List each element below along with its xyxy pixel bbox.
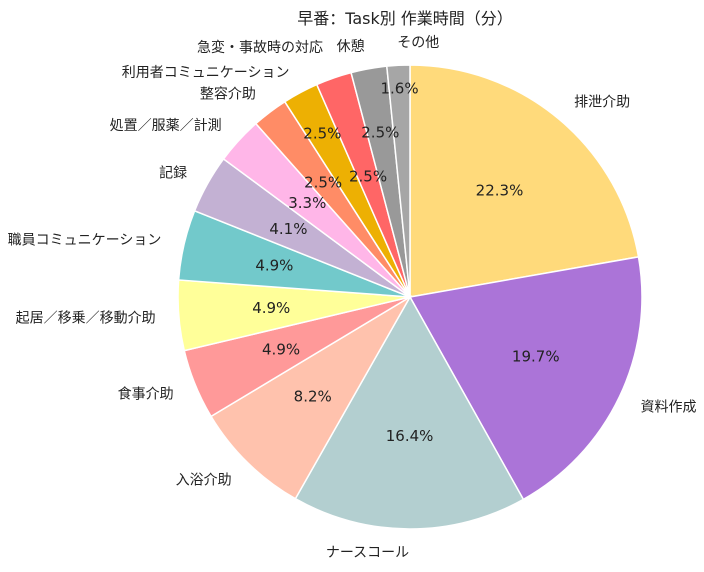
chart-title: 早番：Task別 作業時間（分） [297,9,513,28]
slice-percent-label: 19.7% [512,348,560,366]
slice-percent-label: 2.5% [304,173,342,191]
slice-label: 排泄介助 [574,95,630,111]
slice-percent-label: 4.9% [262,341,300,359]
slice-percent-label: 1.6% [380,79,418,97]
slice-percent-label: 2.5% [361,124,399,142]
slice-percent-label: 8.2% [294,388,332,406]
slice-label: 処置／服薬／計測 [110,118,222,134]
slice-label: ナースコール [326,545,409,561]
slice-label: 整容介助 [200,86,256,103]
slice-percent-label: 2.5% [349,167,387,185]
slice-percent-label: 2.5% [303,124,341,142]
slice-label: その他 [397,35,439,51]
slice-label: 食事介助 [118,385,174,402]
slice-percent-label: 3.3% [288,194,326,212]
slice-label: 急変・事故時の対応 [197,39,323,56]
slice-percent-label: 4.9% [252,299,290,317]
slice-percent-label: 4.9% [255,257,293,275]
slice-label: 利用者コミュニケーション [122,65,290,81]
pie-slice-1 [408,256,643,501]
slice-percent-label: 16.4% [386,427,434,445]
slice-label: 休憩 [337,38,365,55]
slice-percent-label: 22.3% [476,181,524,199]
pie-slice-2 [294,295,525,530]
pie-slice-0 [409,64,640,298]
slice-label: 入浴介助 [176,473,232,489]
slice-label: 職員コミュニケーション [8,233,162,249]
slice-label: 資料作成 [641,399,697,415]
slice-percent-label: 4.1% [269,220,307,238]
pie-slice-3 [210,294,413,500]
slice-label: 起居／移乗／移動介助 [16,310,156,326]
pie-slice-13 [385,64,411,298]
slice-label: 記録 [159,165,187,182]
